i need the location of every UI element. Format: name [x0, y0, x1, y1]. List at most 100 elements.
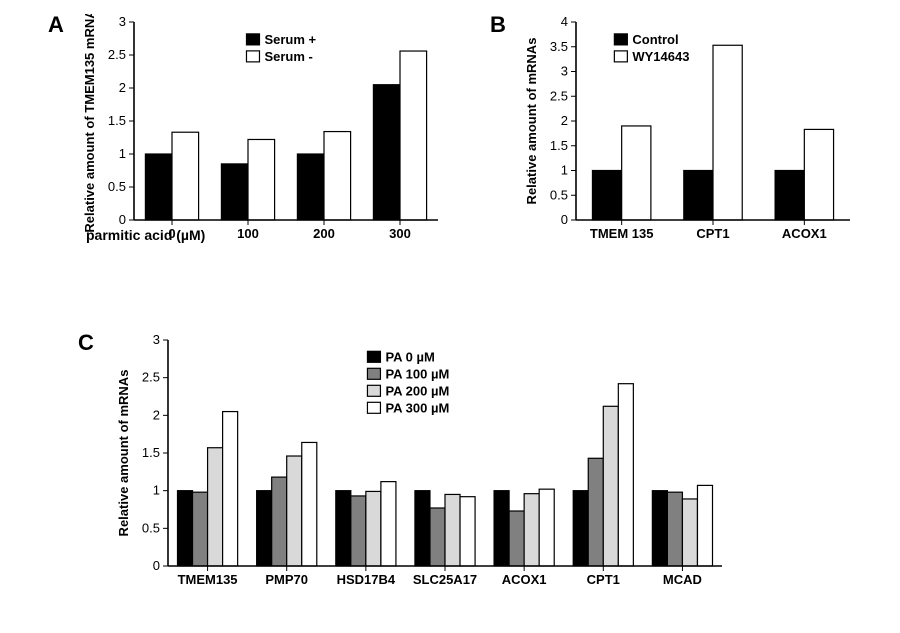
bar	[336, 491, 351, 566]
legend-label: Serum -	[264, 49, 312, 64]
legend-label: PA 200 µM	[385, 383, 449, 398]
bar	[509, 511, 524, 566]
bar	[272, 477, 287, 566]
svg-text:0.5: 0.5	[550, 187, 568, 202]
bar	[622, 126, 651, 220]
svg-text:1: 1	[153, 483, 160, 498]
svg-text:3: 3	[119, 14, 126, 29]
panel-c-label: C	[78, 330, 94, 356]
svg-text:2: 2	[153, 407, 160, 422]
svg-text:100: 100	[237, 226, 259, 241]
panel-b-chart: 0 0.5 1 1.5 2 2.5 3 3.5 4 TMEM 135 CPT1 ACOX1 Relati…	[520, 14, 860, 264]
svg-text:3.5: 3.5	[550, 39, 568, 54]
bar	[373, 85, 400, 220]
svg-text:2: 2	[561, 113, 568, 128]
legend-label: PA 300 µM	[385, 400, 449, 415]
svg-text:SLC25A17: SLC25A17	[413, 572, 477, 587]
panel-c-chart: 00.511.522.53TMEM135PMP70HSD17B4SLC25A17…	[112, 332, 732, 610]
svg-text:ACOX1: ACOX1	[782, 226, 827, 241]
bar	[415, 491, 430, 566]
svg-text:300: 300	[389, 226, 411, 241]
panel-a-label: A	[48, 12, 64, 38]
svg-text:2.5: 2.5	[550, 88, 568, 103]
svg-text:0.5: 0.5	[142, 520, 160, 535]
svg-text:3: 3	[561, 64, 568, 79]
legend-swatch	[367, 385, 380, 396]
bar	[603, 406, 618, 566]
bar	[366, 491, 381, 566]
svg-text:4: 4	[561, 14, 568, 29]
bar	[667, 492, 682, 566]
bar	[297, 154, 324, 220]
bar	[257, 491, 272, 566]
bar	[573, 491, 588, 566]
bar	[248, 139, 275, 220]
panel-a-chart: 00.511.522.530100200300parmitic acid (µM…	[78, 14, 448, 264]
bar	[684, 171, 713, 221]
svg-text:1: 1	[119, 146, 126, 161]
svg-text:Relative amount of TMEM135 mRN: Relative amount of TMEM135 mRNA	[82, 14, 97, 233]
bar	[287, 456, 302, 566]
bar	[592, 171, 621, 221]
svg-text:Relative amount of mRNAs: Relative amount of mRNAs	[116, 370, 131, 537]
svg-text:PMP70: PMP70	[265, 572, 308, 587]
bar	[324, 132, 351, 220]
bar	[193, 492, 208, 566]
legend-swatch	[367, 351, 380, 362]
legend-swatch	[614, 51, 627, 62]
svg-text:Relative amount of mRNAs: Relative amount of mRNAs	[524, 38, 539, 205]
svg-text:ACOX1: ACOX1	[502, 572, 547, 587]
bar	[713, 45, 742, 220]
bar	[400, 51, 427, 220]
bar	[302, 442, 317, 566]
svg-text:0.5: 0.5	[108, 179, 126, 194]
bar	[223, 412, 238, 566]
svg-text:1: 1	[561, 163, 568, 178]
svg-text:0: 0	[561, 212, 568, 227]
svg-text:2.5: 2.5	[142, 370, 160, 385]
bar	[177, 491, 192, 566]
legend-label: Control	[632, 32, 678, 47]
bar	[172, 132, 199, 220]
legend-swatch	[367, 402, 380, 413]
legend-label: Serum +	[264, 32, 316, 47]
bar	[588, 458, 603, 566]
svg-text:0: 0	[119, 212, 126, 227]
bar	[208, 448, 223, 566]
bar	[445, 494, 460, 566]
bar	[351, 496, 366, 566]
legend-swatch	[246, 51, 259, 62]
legend-label: WY14643	[632, 49, 689, 64]
svg-text:200: 200	[313, 226, 335, 241]
bar	[539, 489, 554, 566]
svg-text:MCAD: MCAD	[663, 572, 702, 587]
svg-text:parmitic acid (µM): parmitic acid (µM)	[86, 227, 205, 243]
bar	[430, 508, 445, 566]
bar	[652, 491, 667, 566]
legend-swatch	[246, 34, 259, 45]
svg-text:TMEM 135: TMEM 135	[590, 226, 654, 241]
svg-text:CPT1: CPT1	[696, 226, 729, 241]
bar	[697, 485, 712, 566]
legend-label: PA 0 µM	[385, 349, 434, 364]
bar	[381, 482, 396, 566]
bar	[221, 164, 248, 220]
svg-text:2: 2	[119, 80, 126, 95]
svg-text:0: 0	[153, 558, 160, 573]
bar	[775, 171, 804, 221]
svg-text:2.5: 2.5	[108, 47, 126, 62]
panel-b-label: B	[490, 12, 506, 38]
svg-text:HSD17B4: HSD17B4	[337, 572, 396, 587]
svg-text:CPT1: CPT1	[587, 572, 620, 587]
bar	[682, 499, 697, 566]
bar	[145, 154, 172, 220]
svg-text:1.5: 1.5	[142, 445, 160, 460]
bar	[494, 491, 509, 566]
svg-text:1.5: 1.5	[108, 113, 126, 128]
bar	[618, 384, 633, 566]
svg-text:TMEM135: TMEM135	[178, 572, 238, 587]
bar	[524, 494, 539, 566]
bar	[460, 497, 475, 566]
svg-text:1.5: 1.5	[550, 138, 568, 153]
legend-swatch	[367, 368, 380, 379]
